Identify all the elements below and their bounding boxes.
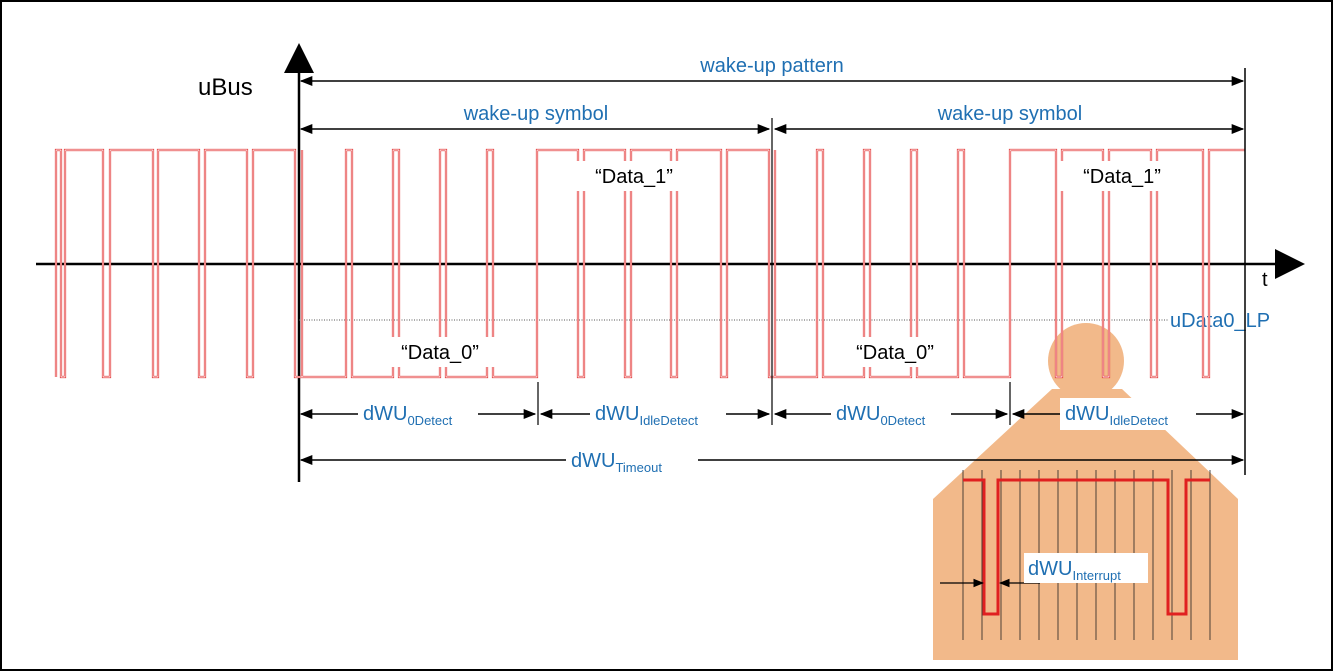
data0-label-bg-1	[380, 337, 500, 367]
interrupt-label: dWUInterrupt	[1028, 558, 1121, 583]
timing-label-bg-4	[1060, 398, 1196, 430]
axis-x-label: t	[1262, 269, 1268, 291]
timing-label-bg-3	[831, 398, 951, 430]
interrupt-label-bg	[1024, 553, 1148, 583]
pattern-label: wake-up pattern	[699, 55, 843, 77]
timing-label-idle-2: dWUIdleDetect	[1065, 403, 1168, 428]
zoom-callout: dWUInterrupt	[933, 323, 1238, 660]
zoom-lens	[1048, 323, 1124, 399]
timing-label-bg-1	[358, 398, 478, 430]
symbol-2-label: wake-up symbol	[937, 103, 1083, 125]
zoom-signal-trace	[963, 478, 1210, 616]
data0-label-bg-2	[835, 337, 955, 367]
data0-label-2: “Data_0”	[856, 342, 934, 364]
timeout-label-bg	[566, 445, 698, 477]
timeout-label: dWUTimeout	[571, 450, 662, 475]
data1-label-1: “Data_1”	[595, 166, 673, 188]
data1-label-2: “Data_1”	[1083, 166, 1161, 188]
data0-label-1: “Data_0”	[401, 342, 479, 364]
symbol-1-label: wake-up symbol	[463, 103, 609, 125]
bus-signal-inner-trace	[55, 149, 1245, 378]
timing-label-idle-1: dWUIdleDetect	[595, 403, 698, 428]
data1-label-bg-2	[1058, 161, 1186, 191]
axis-y-label: uBus	[198, 74, 253, 101]
timing-label-0detect-1: dWU0Detect	[363, 403, 453, 428]
data1-label-bg-1	[570, 161, 698, 191]
udata0-lp-label: uData0_LP	[1170, 310, 1270, 332]
timing-label-bg-2	[590, 398, 726, 430]
timing-label-0detect-2: dWU0Detect	[836, 403, 926, 428]
